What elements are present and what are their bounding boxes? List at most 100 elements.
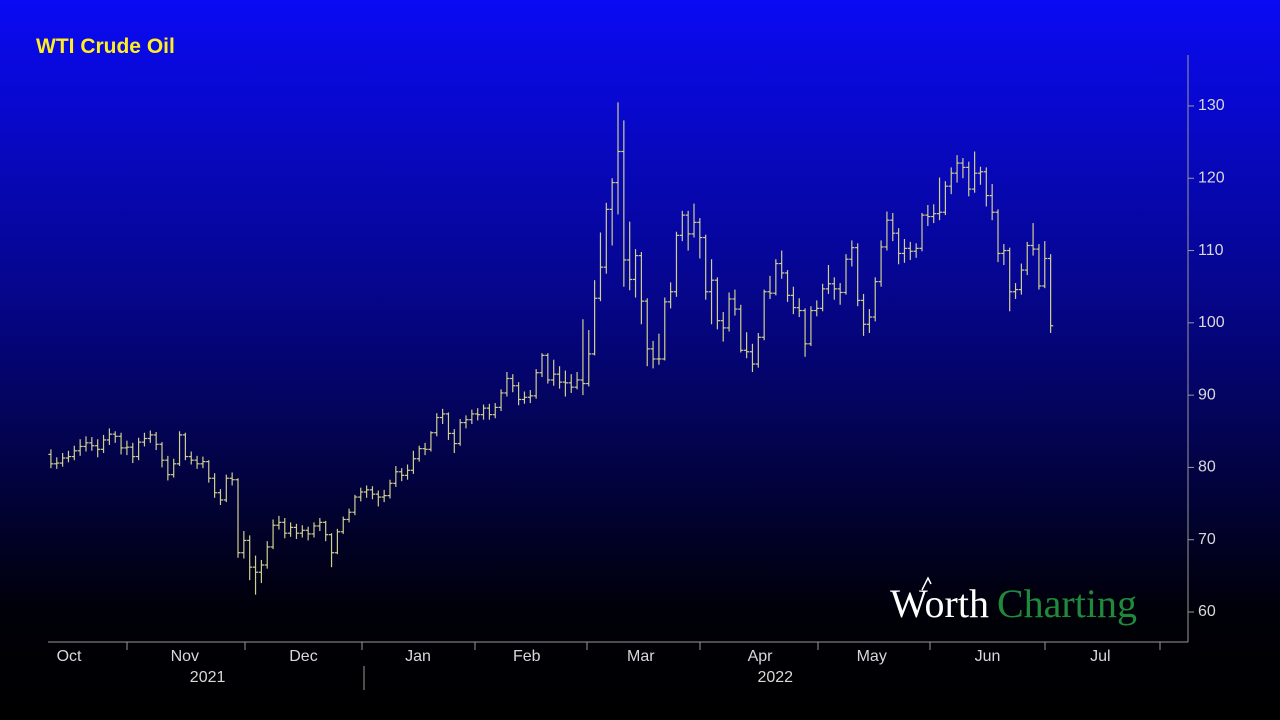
ohlc-bar [831, 277, 837, 300]
ohlc-bar [440, 408, 446, 425]
ohlc-bar [755, 332, 761, 368]
ohlc-bar [299, 525, 305, 538]
ohlc-bar [954, 155, 960, 183]
ohlc-bar [404, 464, 411, 480]
ohlc-bar [855, 243, 861, 307]
ohlc-bar [708, 259, 715, 325]
ohlc-bar [112, 431, 118, 443]
ohlc-bar [124, 440, 130, 456]
y-tick-label: 80 [1198, 459, 1216, 476]
ohlc-bar [159, 442, 165, 468]
bars [48, 102, 1054, 595]
ohlc-bar [738, 304, 744, 353]
watermark-word: Worth [890, 581, 989, 626]
ohlc-bar [586, 330, 592, 387]
ohlc-bar [282, 518, 288, 539]
ohlc-bar [194, 455, 200, 469]
ohlc-bar [434, 413, 440, 437]
ohlc-bar [866, 309, 872, 333]
ohlc-bar [685, 210, 691, 251]
ohlc-bar [212, 473, 218, 498]
ohlc-bar [352, 494, 358, 516]
ohlc-bar [141, 432, 148, 447]
ohlc-bar [264, 541, 270, 569]
x-tick-label: Feb [513, 648, 541, 665]
watermark-arrow [921, 576, 932, 591]
ohlc-bar [942, 181, 948, 216]
ohlc-bar [627, 221, 633, 291]
ohlc-bar [966, 161, 972, 197]
ohlc-bar [48, 449, 54, 469]
ohlc-bar [527, 390, 533, 404]
ohlc-bar [860, 293, 867, 336]
ohlc-bar [936, 177, 943, 221]
ohlc-bar [562, 370, 568, 397]
ohlc-bar [334, 528, 340, 555]
ohlc-bar [492, 403, 498, 419]
ohlc-bar [106, 428, 112, 446]
ohlc-bar [931, 204, 937, 224]
ohlc-bar [820, 283, 826, 312]
ohlc-bar [767, 275, 773, 299]
ohlc-bar [656, 333, 662, 365]
ohlc-bar [445, 412, 452, 440]
ohlc-bar [364, 485, 370, 498]
ohlc-bar [732, 289, 738, 316]
ohlc-bar [200, 456, 206, 469]
ohlc-bar [825, 265, 832, 294]
ohlc-bar [668, 282, 674, 309]
ohlc-bar [884, 211, 890, 251]
ohlc-bar [346, 508, 352, 523]
ohlc-bar [463, 415, 469, 429]
ohlc-bar [907, 241, 913, 260]
ohlc-bar [744, 332, 750, 359]
ohlc-bar [773, 259, 779, 296]
ohlc-bar [697, 218, 703, 259]
ohlc-bar [328, 533, 335, 568]
ohlc-bar [609, 178, 615, 246]
ohlc-bar [779, 250, 785, 279]
ohlc-bar [89, 437, 95, 451]
y-tick-label: 130 [1198, 97, 1225, 114]
ohlc-bar [878, 240, 884, 287]
ohlc-bar [1030, 223, 1036, 256]
chart-title: WTI Crude Oil [36, 35, 175, 58]
ohlc-bar [603, 202, 609, 274]
ohlc-bar [165, 455, 171, 481]
ohlc-bar [1024, 241, 1030, 276]
ohlc-bar [539, 353, 545, 378]
ohlc-bar [872, 277, 878, 322]
ohlc-bar [276, 515, 282, 530]
year-label: 2022 [757, 669, 793, 686]
ohlc-bar [130, 442, 136, 464]
x-tick-label: Apr [748, 648, 774, 665]
ohlc-bar [451, 429, 457, 453]
ohlc-bar [989, 184, 995, 221]
ohlc-bar [247, 535, 253, 581]
ohlc-bar [393, 465, 399, 487]
x-tick-label: May [857, 648, 887, 665]
ohlc-bar [305, 526, 311, 541]
y-tick-label: 120 [1198, 169, 1225, 186]
ohlc-bar [375, 490, 381, 507]
ohlc-bar [241, 531, 247, 559]
ohlc-bar [1042, 241, 1048, 289]
ohlc-bar [223, 474, 229, 503]
x-tick-label: Nov [171, 648, 199, 665]
ohlc-bar [65, 450, 72, 463]
ohlc-bar [650, 340, 656, 369]
ohlc-bar [1001, 244, 1007, 266]
ohlc-bar [60, 452, 66, 467]
ohlc-bar [83, 436, 89, 452]
x-tick-label: Mar [627, 648, 655, 665]
ohlc-bar [673, 231, 680, 297]
ohlc-bar [644, 298, 650, 367]
ohlc-bar [252, 555, 259, 595]
ohlc-bar [516, 382, 522, 406]
ohlc-bar [972, 151, 978, 193]
ohlc-bar [270, 519, 276, 550]
ohlc-bar [919, 212, 925, 252]
